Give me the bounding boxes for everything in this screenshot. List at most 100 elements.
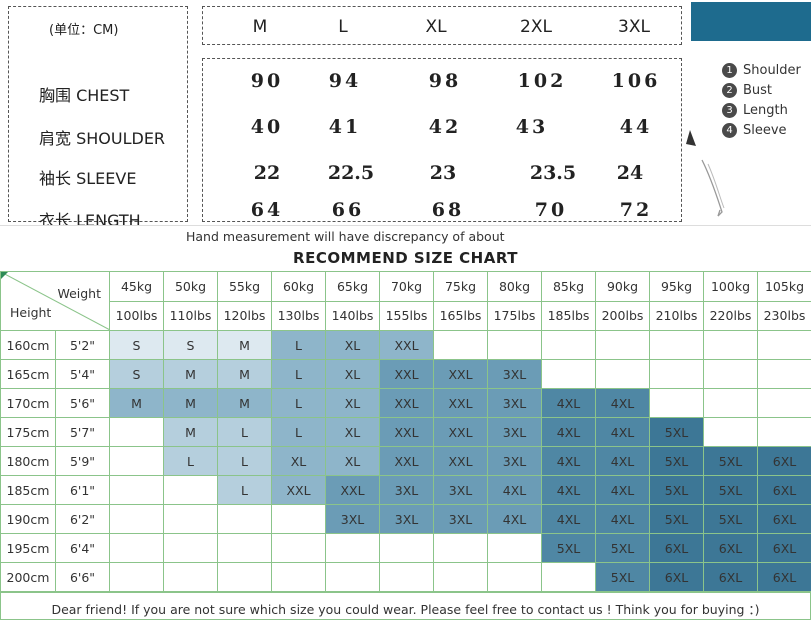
size-cell: XXL <box>379 359 434 389</box>
footer-bar: Dear friend! If you are not sure which s… <box>0 592 811 620</box>
size-cell: 5XL <box>541 533 596 563</box>
legend-item-sleeve: 4 Sleeve <box>722 120 801 140</box>
size-cell: M <box>163 388 218 418</box>
number-3-icon: 3 <box>722 102 737 118</box>
empty-cell <box>703 359 758 389</box>
empty-cell <box>163 562 218 592</box>
size-cell: XL <box>325 388 380 418</box>
empty-cell <box>379 562 434 592</box>
size-cell: 4XL <box>541 417 596 447</box>
empty-cell <box>271 562 326 592</box>
height-ft-cell: 5'9" <box>55 446 110 476</box>
weight-lbs-header: 220lbs <box>703 300 758 331</box>
weight-kg-header: 65kg <box>325 271 380 302</box>
sleeve-value: 24 <box>616 162 644 184</box>
empty-cell <box>595 359 650 389</box>
size-cell: 5XL <box>703 446 758 476</box>
weight-label: Weight <box>57 286 101 301</box>
sleeve-value: 22 <box>253 162 281 184</box>
empty-cell <box>649 330 704 360</box>
weight-lbs-header: 120lbs <box>217 300 272 331</box>
empty-cell <box>649 388 704 418</box>
chest-value: 102 <box>517 70 567 92</box>
empty-cell <box>757 388 811 418</box>
empty-cell <box>433 330 488 360</box>
empty-cell <box>487 562 542 592</box>
size-cell: L <box>271 359 326 389</box>
size-cell: XXL <box>271 475 326 505</box>
empty-cell <box>217 533 272 563</box>
chest-label: 胸围 CHEST <box>39 86 130 105</box>
size-cell: XXL <box>433 359 488 389</box>
height-cm-cell: 195cm <box>0 533 56 563</box>
weight-lbs-header: 140lbs <box>325 300 380 331</box>
empty-cell <box>541 359 596 389</box>
size-header-m: M <box>252 17 268 37</box>
size-cell: 4XL <box>541 504 596 534</box>
empty-cell <box>109 562 164 592</box>
weight-kg-header: 60kg <box>271 271 326 302</box>
weight-kg-header: 105kg <box>757 271 811 302</box>
empty-cell <box>379 533 434 563</box>
weight-lbs-header: 175lbs <box>487 300 542 331</box>
size-cell: 4XL <box>541 446 596 476</box>
size-cell: 3XL <box>433 504 488 534</box>
empty-cell <box>757 359 811 389</box>
empty-cell <box>703 388 758 418</box>
number-1-icon: 1 <box>722 62 737 78</box>
size-cell: XL <box>325 446 380 476</box>
size-cell: M <box>163 359 218 389</box>
shoulder-value: 44 <box>619 116 653 138</box>
size-cell: 5XL <box>649 446 704 476</box>
chest-value: 106 <box>611 70 661 92</box>
weight-kg-header: 90kg <box>595 271 650 302</box>
empty-cell <box>541 330 596 360</box>
weight-lbs-header: 230lbs <box>757 300 811 331</box>
empty-cell <box>163 475 218 505</box>
measurement-values-box: 90 94 98 102 106 40 41 42 43 44 22 22.5 … <box>202 58 682 222</box>
size-cell: M <box>109 388 164 418</box>
garment-sketch <box>686 130 725 217</box>
length-value: 70 <box>534 199 568 221</box>
size-cell: L <box>271 330 326 360</box>
empty-cell <box>109 504 164 534</box>
size-cell: 6XL <box>703 533 758 563</box>
size-cell: XXL <box>325 475 380 505</box>
size-cell: L <box>217 446 272 476</box>
size-cell: 3XL <box>379 504 434 534</box>
empty-cell <box>109 446 164 476</box>
empty-cell <box>433 533 488 563</box>
corner-diagonal <box>1 272 110 330</box>
size-cell: 6XL <box>649 533 704 563</box>
size-header-l: L <box>338 17 348 37</box>
size-cell: S <box>163 330 218 360</box>
empty-cell <box>757 417 811 447</box>
empty-cell <box>217 504 272 534</box>
empty-cell <box>703 330 758 360</box>
size-cell: 6XL <box>757 562 811 592</box>
size-header-2xl: 2XL <box>520 17 552 37</box>
size-cell: L <box>163 446 218 476</box>
size-cell: 4XL <box>595 504 650 534</box>
empty-cell <box>109 533 164 563</box>
weight-kg-header: 55kg <box>217 271 272 302</box>
size-cell: S <box>109 330 164 360</box>
height-ft-cell: 5'2" <box>55 330 110 360</box>
size-cell: 4XL <box>595 388 650 418</box>
size-cell: 3XL <box>487 359 542 389</box>
size-cell: 4XL <box>595 475 650 505</box>
size-cell: 6XL <box>757 533 811 563</box>
size-cell: M <box>217 388 272 418</box>
height-cm-cell: 165cm <box>0 359 56 389</box>
empty-cell <box>109 417 164 447</box>
size-header-box: M L XL 2XL 3XL <box>202 6 682 45</box>
legend-label: Shoulder <box>743 62 801 78</box>
legend-label: Sleeve <box>743 122 787 138</box>
size-cell: L <box>217 475 272 505</box>
size-cell: 5XL <box>703 504 758 534</box>
empty-cell <box>703 417 758 447</box>
height-ft-cell: 5'4" <box>55 359 110 389</box>
size-cell: 6XL <box>757 475 811 505</box>
weight-lbs-header: 200lbs <box>595 300 650 331</box>
height-ft-cell: 5'7" <box>55 417 110 447</box>
